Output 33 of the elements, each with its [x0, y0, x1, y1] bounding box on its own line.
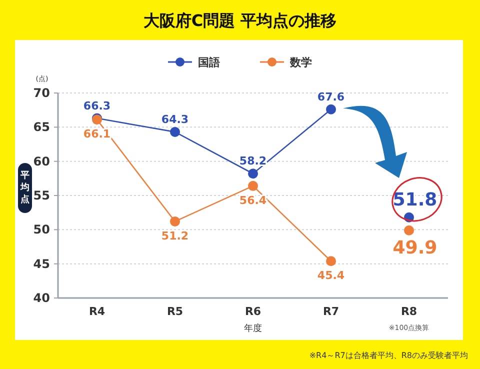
- text: ※R4～R7は合格者平均、R8のみ受験者平均: [309, 351, 468, 360]
- legend-label: 数学: [289, 56, 312, 69]
- data-label: 49.9: [392, 237, 438, 258]
- data-label: 56.4: [239, 194, 267, 207]
- y-tick-label: 45: [33, 256, 50, 271]
- x-tick-label: R7: [322, 305, 340, 318]
- chart-title: 大阪府C問題 平均点の推移: [143, 11, 337, 30]
- point: [170, 126, 180, 137]
- x-axis-title: 年度: [244, 323, 262, 334]
- point: [326, 256, 336, 266]
- x-tick-label: R4: [88, 305, 106, 318]
- y-tick-label: 70: [33, 86, 50, 100]
- data-label: 51.2: [161, 229, 189, 242]
- x-tick-label: R8: [400, 305, 418, 318]
- x-tick-label: R6: [244, 305, 262, 318]
- point: [170, 216, 180, 226]
- y-tick-label: 55: [33, 188, 50, 202]
- y-tick-label: 40: [33, 291, 50, 305]
- point: [248, 168, 258, 179]
- y-axis-title: 平均点: [20, 170, 30, 205]
- legend-label: 国語: [198, 56, 220, 69]
- point: [248, 180, 258, 191]
- data-label: 51.8: [392, 189, 438, 210]
- point: [326, 104, 336, 114]
- data-label: 58.2: [239, 154, 267, 168]
- x-tick-label: R5: [166, 305, 184, 318]
- data-label: 67.6: [317, 90, 345, 104]
- y-tick-label: 50: [33, 222, 50, 237]
- y-tick-label: 65: [33, 120, 50, 134]
- data-label: 66.3: [83, 99, 111, 112]
- data-label: 64.3: [161, 112, 189, 126]
- y-tick-label: 60: [33, 154, 50, 168]
- data-label: 45.4: [317, 269, 345, 282]
